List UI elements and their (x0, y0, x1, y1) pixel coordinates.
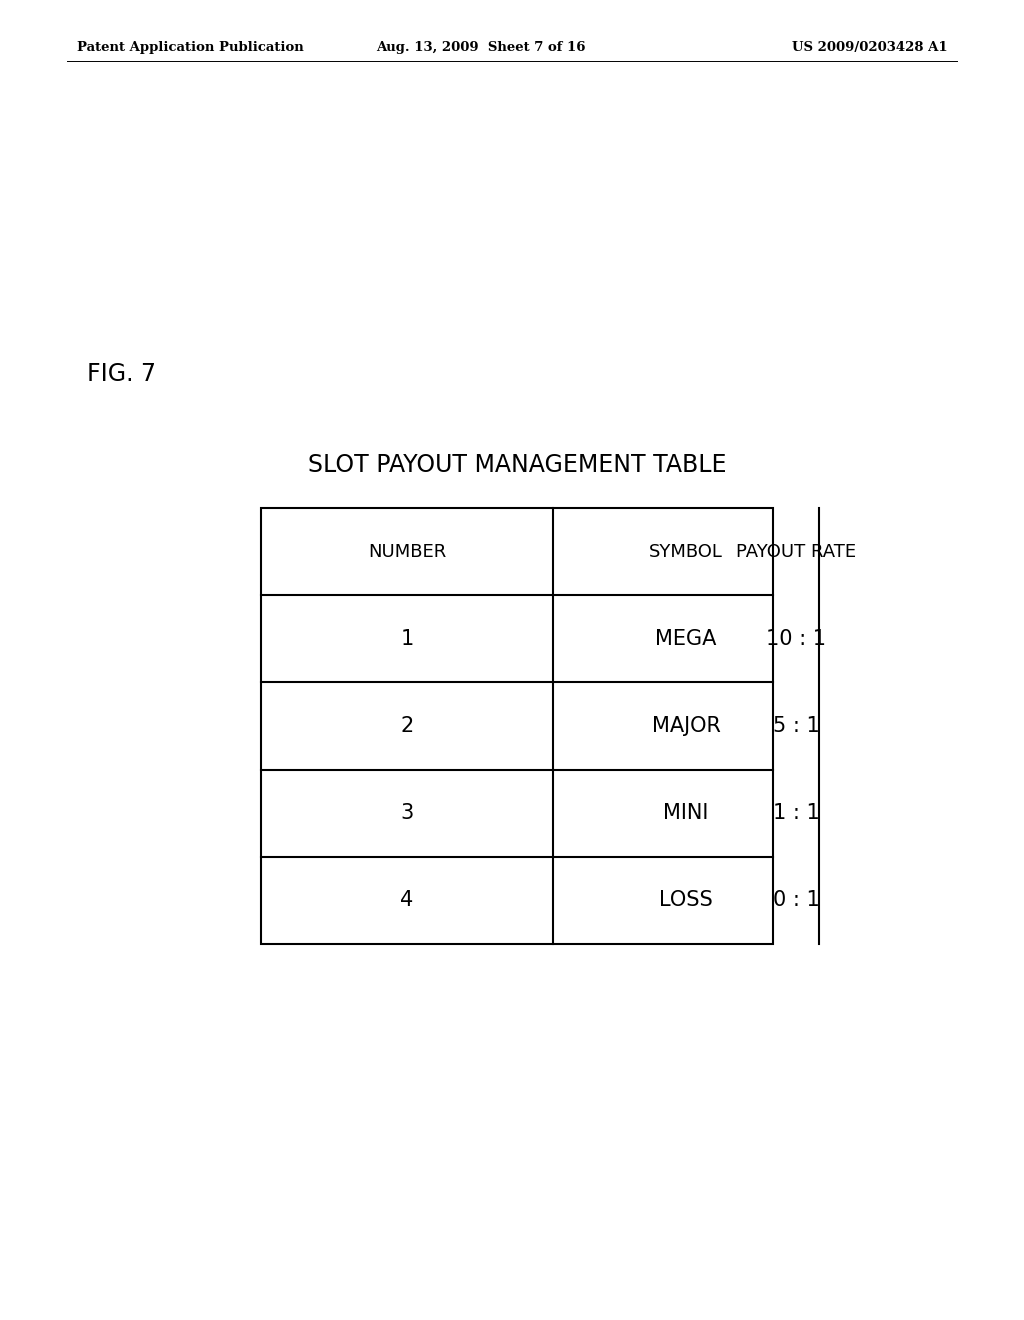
Text: SYMBOL: SYMBOL (649, 543, 723, 561)
Text: NUMBER: NUMBER (368, 543, 446, 561)
Text: FIG. 7: FIG. 7 (87, 362, 156, 385)
Text: LOSS: LOSS (659, 890, 713, 911)
Text: 2: 2 (400, 715, 414, 737)
Text: Patent Application Publication: Patent Application Publication (77, 41, 303, 54)
Text: 4: 4 (400, 890, 414, 911)
Text: US 2009/0203428 A1: US 2009/0203428 A1 (792, 41, 947, 54)
Text: PAYOUT RATE: PAYOUT RATE (736, 543, 856, 561)
Text: MINI: MINI (664, 803, 709, 824)
Bar (261, 508, 773, 944)
Text: 10 : 1: 10 : 1 (766, 628, 826, 649)
Text: MEGA: MEGA (655, 628, 717, 649)
Text: 1: 1 (400, 628, 414, 649)
Text: Aug. 13, 2009  Sheet 7 of 16: Aug. 13, 2009 Sheet 7 of 16 (377, 41, 586, 54)
Text: 0 : 1: 0 : 1 (773, 890, 819, 911)
Text: SLOT PAYOUT MANAGEMENT TABLE: SLOT PAYOUT MANAGEMENT TABLE (308, 453, 726, 477)
Text: 5 : 1: 5 : 1 (773, 715, 819, 737)
Text: 3: 3 (400, 803, 414, 824)
Text: 1 : 1: 1 : 1 (773, 803, 819, 824)
Text: MAJOR: MAJOR (651, 715, 721, 737)
